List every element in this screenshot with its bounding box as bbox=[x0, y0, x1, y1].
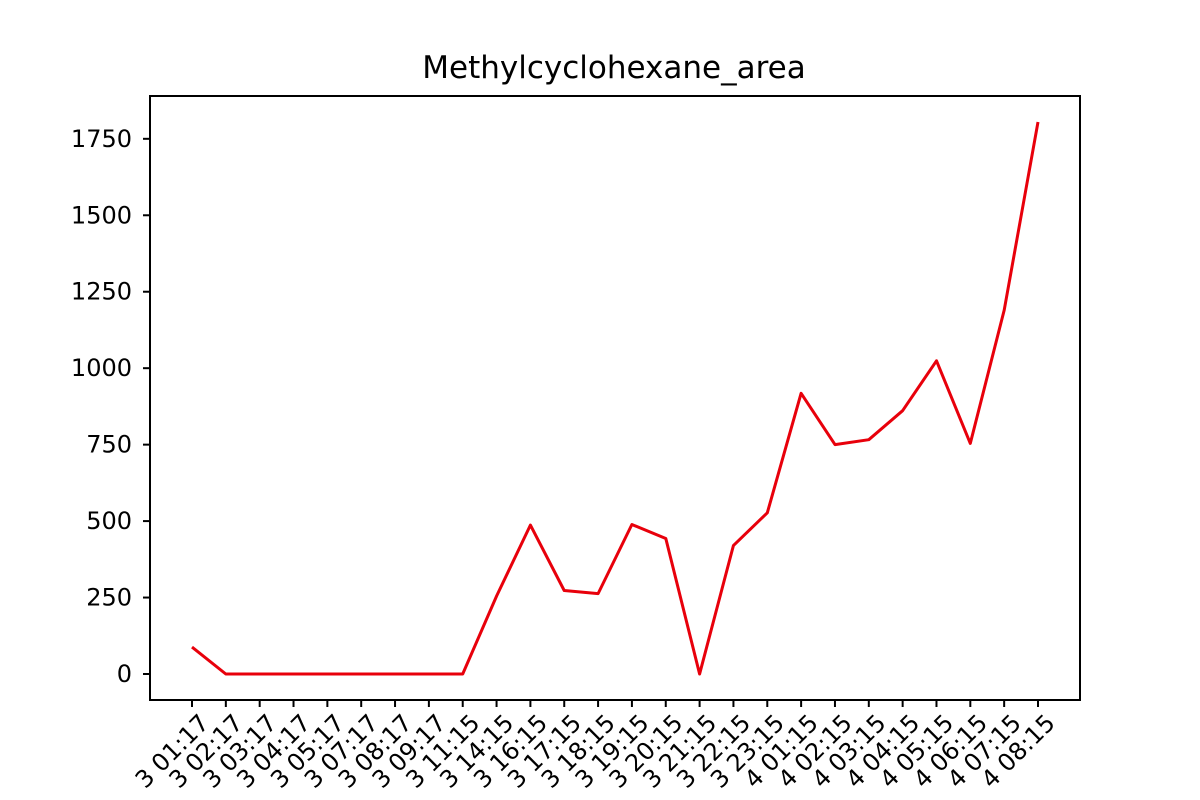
y-axis: 0 250 500 750 1000 1250 1500 1750 bbox=[71, 125, 150, 688]
chart-title: Methylcyclohexane_area bbox=[422, 50, 805, 86]
y-tick-label: 0 bbox=[117, 660, 132, 688]
series-line bbox=[191, 121, 1040, 676]
y-tick-label: 1750 bbox=[71, 125, 132, 153]
plot-area-frame bbox=[149, 95, 1081, 701]
series-group bbox=[191, 121, 1040, 676]
y-tick-label: 1000 bbox=[71, 354, 132, 382]
y-tick-label: 500 bbox=[86, 507, 132, 535]
x-axis: 3 01:173 02:173 03:173 04:173 05:173 07:… bbox=[130, 700, 1061, 794]
y-tick-label: 1500 bbox=[71, 201, 132, 229]
y-tick-label: 750 bbox=[86, 431, 132, 459]
y-tick-label: 1250 bbox=[71, 278, 132, 306]
y-tick-label: 250 bbox=[86, 584, 132, 612]
